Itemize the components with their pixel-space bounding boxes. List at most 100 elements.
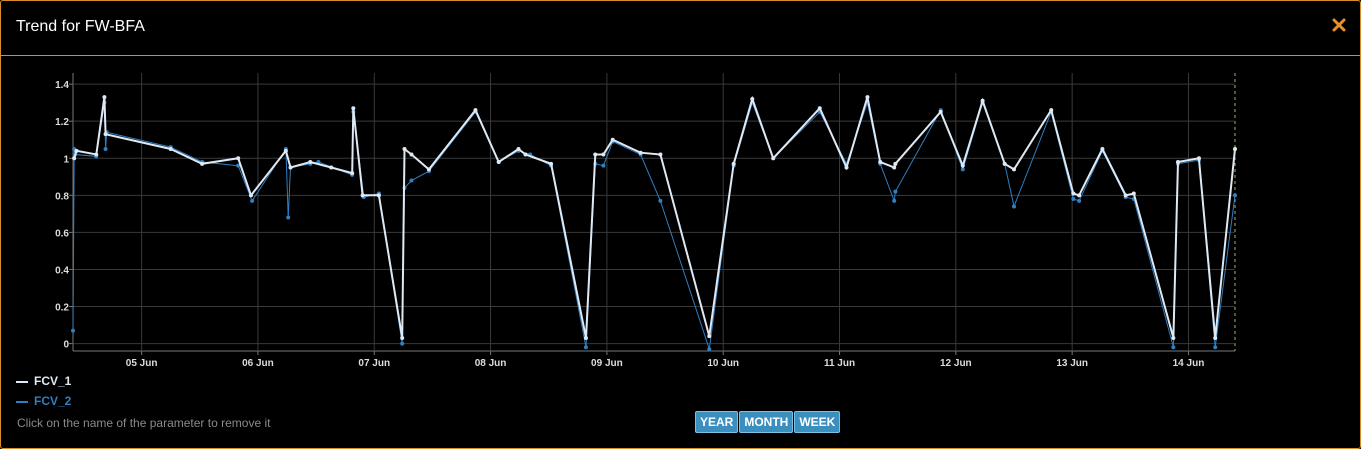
data-point (1213, 336, 1218, 341)
y-tick-label: 0.6 (55, 228, 69, 239)
data-point (1171, 345, 1176, 350)
data-point (409, 178, 414, 183)
x-tick-label: 14 Jun (1173, 358, 1205, 369)
data-point (1071, 197, 1076, 202)
data-point (601, 163, 606, 168)
data-point (71, 328, 75, 333)
data-point (473, 108, 478, 113)
data-point (200, 161, 205, 166)
data-point (1049, 108, 1054, 113)
range-buttons: YEAR MONTH WEEK (695, 411, 841, 433)
x-tick-label: 08 Jun (475, 358, 507, 369)
data-point (865, 95, 870, 100)
data-point (103, 146, 108, 151)
y-tick-label: 0.8 (55, 191, 69, 202)
data-point (1233, 146, 1237, 151)
data-point (351, 106, 356, 111)
range-button[interactable]: WEEK (794, 411, 841, 433)
data-point (750, 96, 755, 101)
legend-swatch (16, 400, 28, 403)
data-point (516, 146, 521, 151)
data-point (308, 159, 313, 164)
y-tick-label: 1.4 (55, 80, 69, 91)
data-point (94, 152, 99, 157)
data-point (583, 336, 588, 341)
data-point (707, 334, 712, 339)
modal-title: Trend for FW-BFA (16, 18, 145, 35)
data-point (329, 165, 334, 170)
data-point (236, 156, 241, 161)
legend-entry[interactable]: FCV_1 (16, 374, 71, 388)
series-line (72, 100, 1236, 350)
data-point (893, 161, 898, 166)
data-point (286, 215, 291, 220)
x-tick-label: 10 Jun (707, 358, 739, 369)
data-point (771, 156, 776, 161)
data-point (402, 146, 407, 151)
x-tick-label: 11 Jun (824, 358, 855, 369)
data-point (1077, 198, 1082, 203)
data-point (400, 341, 405, 346)
data-point (638, 150, 643, 155)
data-point (893, 189, 898, 194)
data-point (593, 152, 598, 157)
data-point (892, 165, 897, 170)
y-tick-label: 1.2 (55, 117, 69, 128)
range-button[interactable]: YEAR (695, 411, 739, 433)
range-button[interactable]: MONTH (739, 411, 794, 433)
data-point (72, 156, 77, 161)
data-point (168, 146, 173, 151)
data-point (1011, 167, 1016, 172)
data-point (1011, 204, 1016, 209)
data-point (1002, 161, 1007, 166)
data-point (1100, 146, 1105, 151)
y-tick-label: 0.4 (55, 265, 69, 276)
data-point (1176, 159, 1181, 164)
data-point (1071, 191, 1076, 196)
data-point (74, 148, 79, 153)
data-point (376, 193, 381, 198)
data-point (103, 132, 108, 137)
data-point (409, 152, 414, 157)
data-point (960, 167, 965, 172)
data-point (583, 345, 588, 350)
x-tick-label: 09 Jun (591, 358, 623, 369)
data-point (496, 159, 501, 164)
data-point (844, 165, 849, 170)
data-point (1171, 336, 1176, 341)
data-point (549, 161, 554, 166)
data-point (1123, 193, 1128, 198)
data-point (288, 165, 293, 170)
data-point (1131, 191, 1136, 196)
data-point (960, 163, 965, 168)
hint-text: Click on the name of the parameter to re… (17, 416, 271, 430)
data-point (523, 152, 528, 157)
data-point (878, 159, 883, 164)
legend-label: FCV_1 (34, 374, 72, 388)
x-tick-label: 06 Jun (242, 358, 274, 369)
x-tick-label: 05 Jun (126, 358, 158, 369)
data-point (731, 161, 736, 166)
data-point (707, 347, 712, 352)
data-point (102, 95, 107, 100)
data-point (236, 163, 241, 168)
x-tick-label: 12 Jun (940, 358, 972, 369)
data-point (938, 109, 943, 114)
close-button[interactable] (1332, 18, 1346, 32)
data-point (248, 193, 253, 198)
series-line (73, 95, 1236, 339)
legend-swatch (16, 380, 28, 383)
legend-entry[interactable]: FCV_2 (16, 394, 71, 408)
data-point (1196, 156, 1201, 161)
data-point (892, 198, 897, 203)
legend-label: FCV_2 (34, 394, 72, 408)
modal-header: Trend for FW-BFA (1, 1, 1360, 56)
data-point (360, 193, 365, 198)
y-tick-label: 0.2 (55, 303, 69, 314)
chart: 0 0.2 0.4 0.6 0.8 1 1.2 1.4 05 Jun 06 Jun 07 Jun 08… (55, 73, 1237, 369)
data-point (426, 167, 431, 172)
y-tick-label: 0 (63, 340, 69, 351)
data-point (250, 198, 255, 203)
data-point (658, 152, 663, 157)
x-tick-label: 13 Jun (1056, 358, 1088, 369)
